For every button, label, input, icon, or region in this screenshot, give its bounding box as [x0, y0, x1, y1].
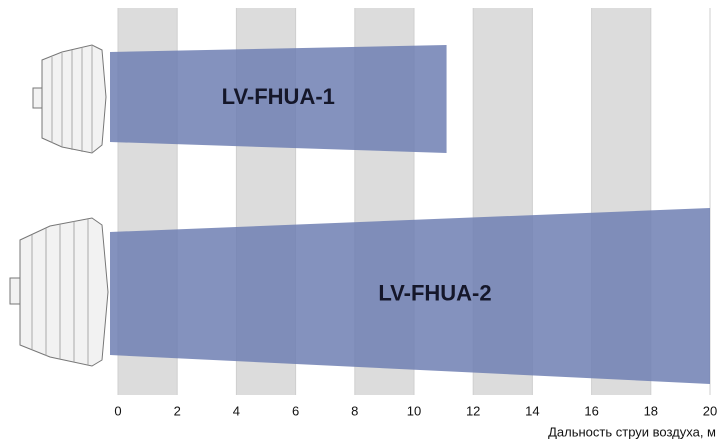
x-tick-label: 2: [174, 403, 181, 418]
jet: [110, 45, 447, 153]
jet: [110, 208, 710, 384]
unit-icon: [9, 217, 109, 367]
x-tick-label: 12: [466, 403, 480, 418]
x-tick-label: 10: [407, 403, 421, 418]
x-tick-label: 16: [584, 403, 598, 418]
plot: [110, 45, 710, 384]
unit-icon: [32, 44, 107, 154]
bar-label: LV-FHUA-1: [222, 84, 335, 109]
x-tick-label: 6: [292, 403, 299, 418]
x-tick-label: 0: [114, 403, 121, 418]
x-tick-label: 18: [644, 403, 658, 418]
x-axis-label: Дальность струи воздуха, м: [548, 424, 716, 439]
x-tick-label: 14: [525, 403, 539, 418]
bar-label: LV-FHUA-2: [378, 281, 491, 306]
x-tick-label: 8: [351, 403, 358, 418]
x-tick-label: 20: [703, 403, 717, 418]
x-tick-label: 4: [233, 403, 240, 418]
